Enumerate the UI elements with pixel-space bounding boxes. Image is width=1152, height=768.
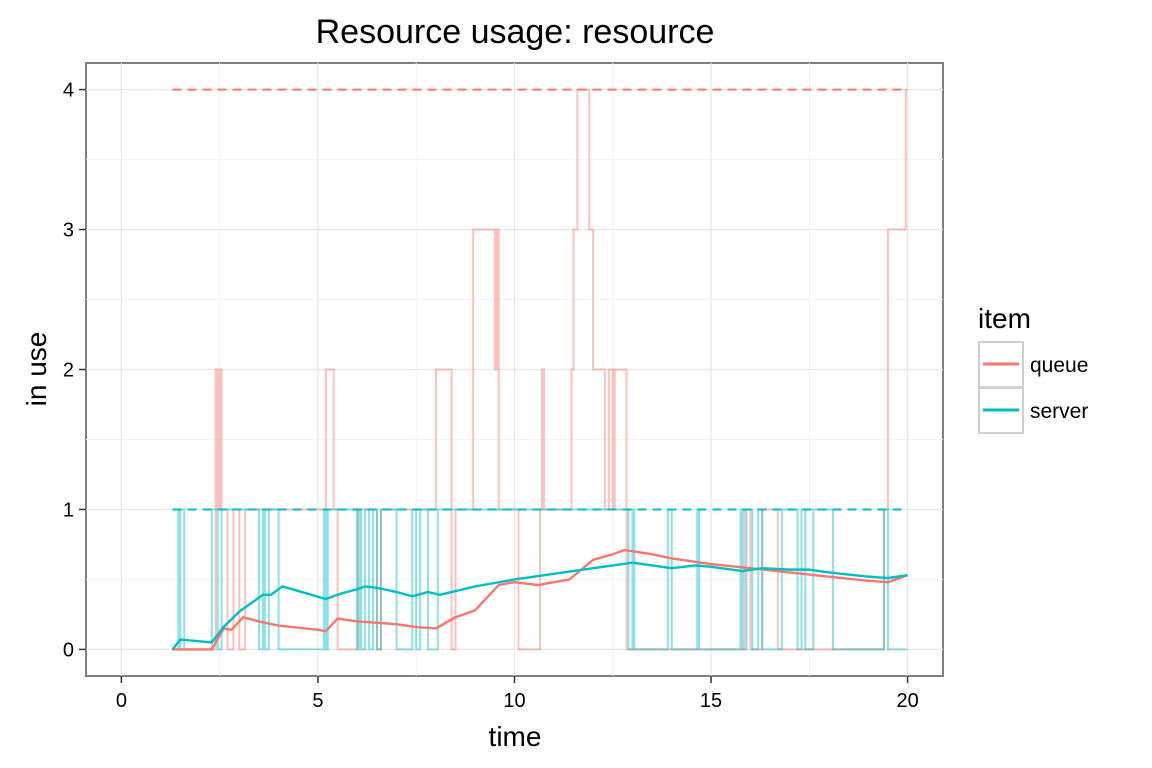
y-tick-label: 4: [63, 80, 74, 102]
series-layer: [171, 88, 909, 651]
legend-label-queue: queue: [1030, 354, 1088, 377]
y-tick-label: 3: [63, 220, 74, 242]
legend-label-server: server: [1030, 400, 1088, 423]
y-tick-label: 1: [63, 499, 74, 521]
x-tick-label: 10: [503, 690, 525, 712]
grid: [86, 63, 943, 676]
x-tick-label: 0: [116, 690, 127, 712]
chart-title: Resource usage: resource: [316, 13, 715, 51]
y-axis-title: in use: [21, 332, 52, 407]
x-axis: 0 5 10 15 20: [116, 676, 919, 712]
legend: item queue server: [978, 303, 1088, 434]
x-tick-label: 20: [896, 690, 918, 712]
server-instant-line: [172, 508, 908, 651]
server-average-line: [171, 561, 908, 651]
legend-title: item: [978, 303, 1031, 334]
x-axis-title: time: [489, 721, 542, 752]
y-tick-label: 0: [63, 639, 74, 661]
x-tick-label: 5: [312, 690, 323, 712]
y-tick-label: 2: [63, 360, 74, 382]
x-tick-label: 15: [700, 690, 722, 712]
y-axis: 0 1 2 3 4: [63, 80, 86, 661]
queue-average-line: [172, 548, 909, 651]
